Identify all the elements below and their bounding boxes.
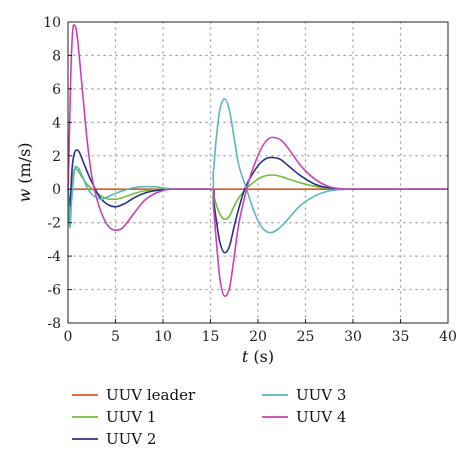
y-tick-label: 8 [52, 48, 61, 64]
x-axis-label: t (s) [242, 347, 274, 366]
x-tick-label: 20 [249, 329, 267, 345]
y-tick-label: -6 [47, 283, 61, 299]
legend-label-uuv-leader: UUV leader [106, 386, 196, 404]
x-tick-label: 15 [202, 329, 220, 345]
x-tick-label: 25 [297, 329, 315, 345]
y-tick-label: 4 [52, 115, 61, 131]
y-axis-label: w (m/s) [15, 142, 34, 202]
y-tick-label: 6 [52, 82, 61, 98]
legend-label-uuv-4: UUV 4 [296, 408, 346, 426]
x-tick-label: 0 [64, 329, 73, 345]
legend: UUV leader UUV 1 UUV 2 UUV 3 UUV 4 [72, 386, 346, 448]
y-axis-variable: w [15, 189, 34, 203]
series-line-uuv-1 [67, 168, 448, 221]
x-axis-unit: (s) [248, 347, 274, 366]
y-tick-label: -2 [47, 216, 61, 232]
x-tick-label: 10 [154, 329, 172, 345]
y-tick-label: -8 [47, 316, 61, 332]
x-tick-label: 30 [344, 329, 362, 345]
series-line-uuv-4 [67, 24, 448, 298]
x-axis-variable: t [242, 347, 249, 366]
legend-label-uuv-2: UUV 2 [106, 430, 156, 448]
grid [67, 21, 449, 324]
x-tick-label: 35 [392, 329, 410, 345]
legend-label-uuv-3: UUV 3 [296, 386, 346, 404]
y-tick-label: 10 [43, 15, 61, 31]
x-ticks: 0 5 10 15 20 25 30 35 40 [64, 319, 457, 345]
legend-label-uuv-1: UUV 1 [106, 408, 156, 426]
y-tick-label: 2 [52, 149, 61, 165]
y-ticks: -8 -6 -4 -2 0 2 4 6 8 10 [43, 15, 72, 332]
x-tick-label: 40 [439, 329, 457, 345]
y-tick-label: 0 [52, 182, 61, 198]
series-lines [67, 24, 448, 298]
y-axis-unit: (m/s) [15, 142, 34, 188]
x-tick-label: 5 [111, 329, 120, 345]
y-tick-label: -4 [47, 249, 61, 265]
